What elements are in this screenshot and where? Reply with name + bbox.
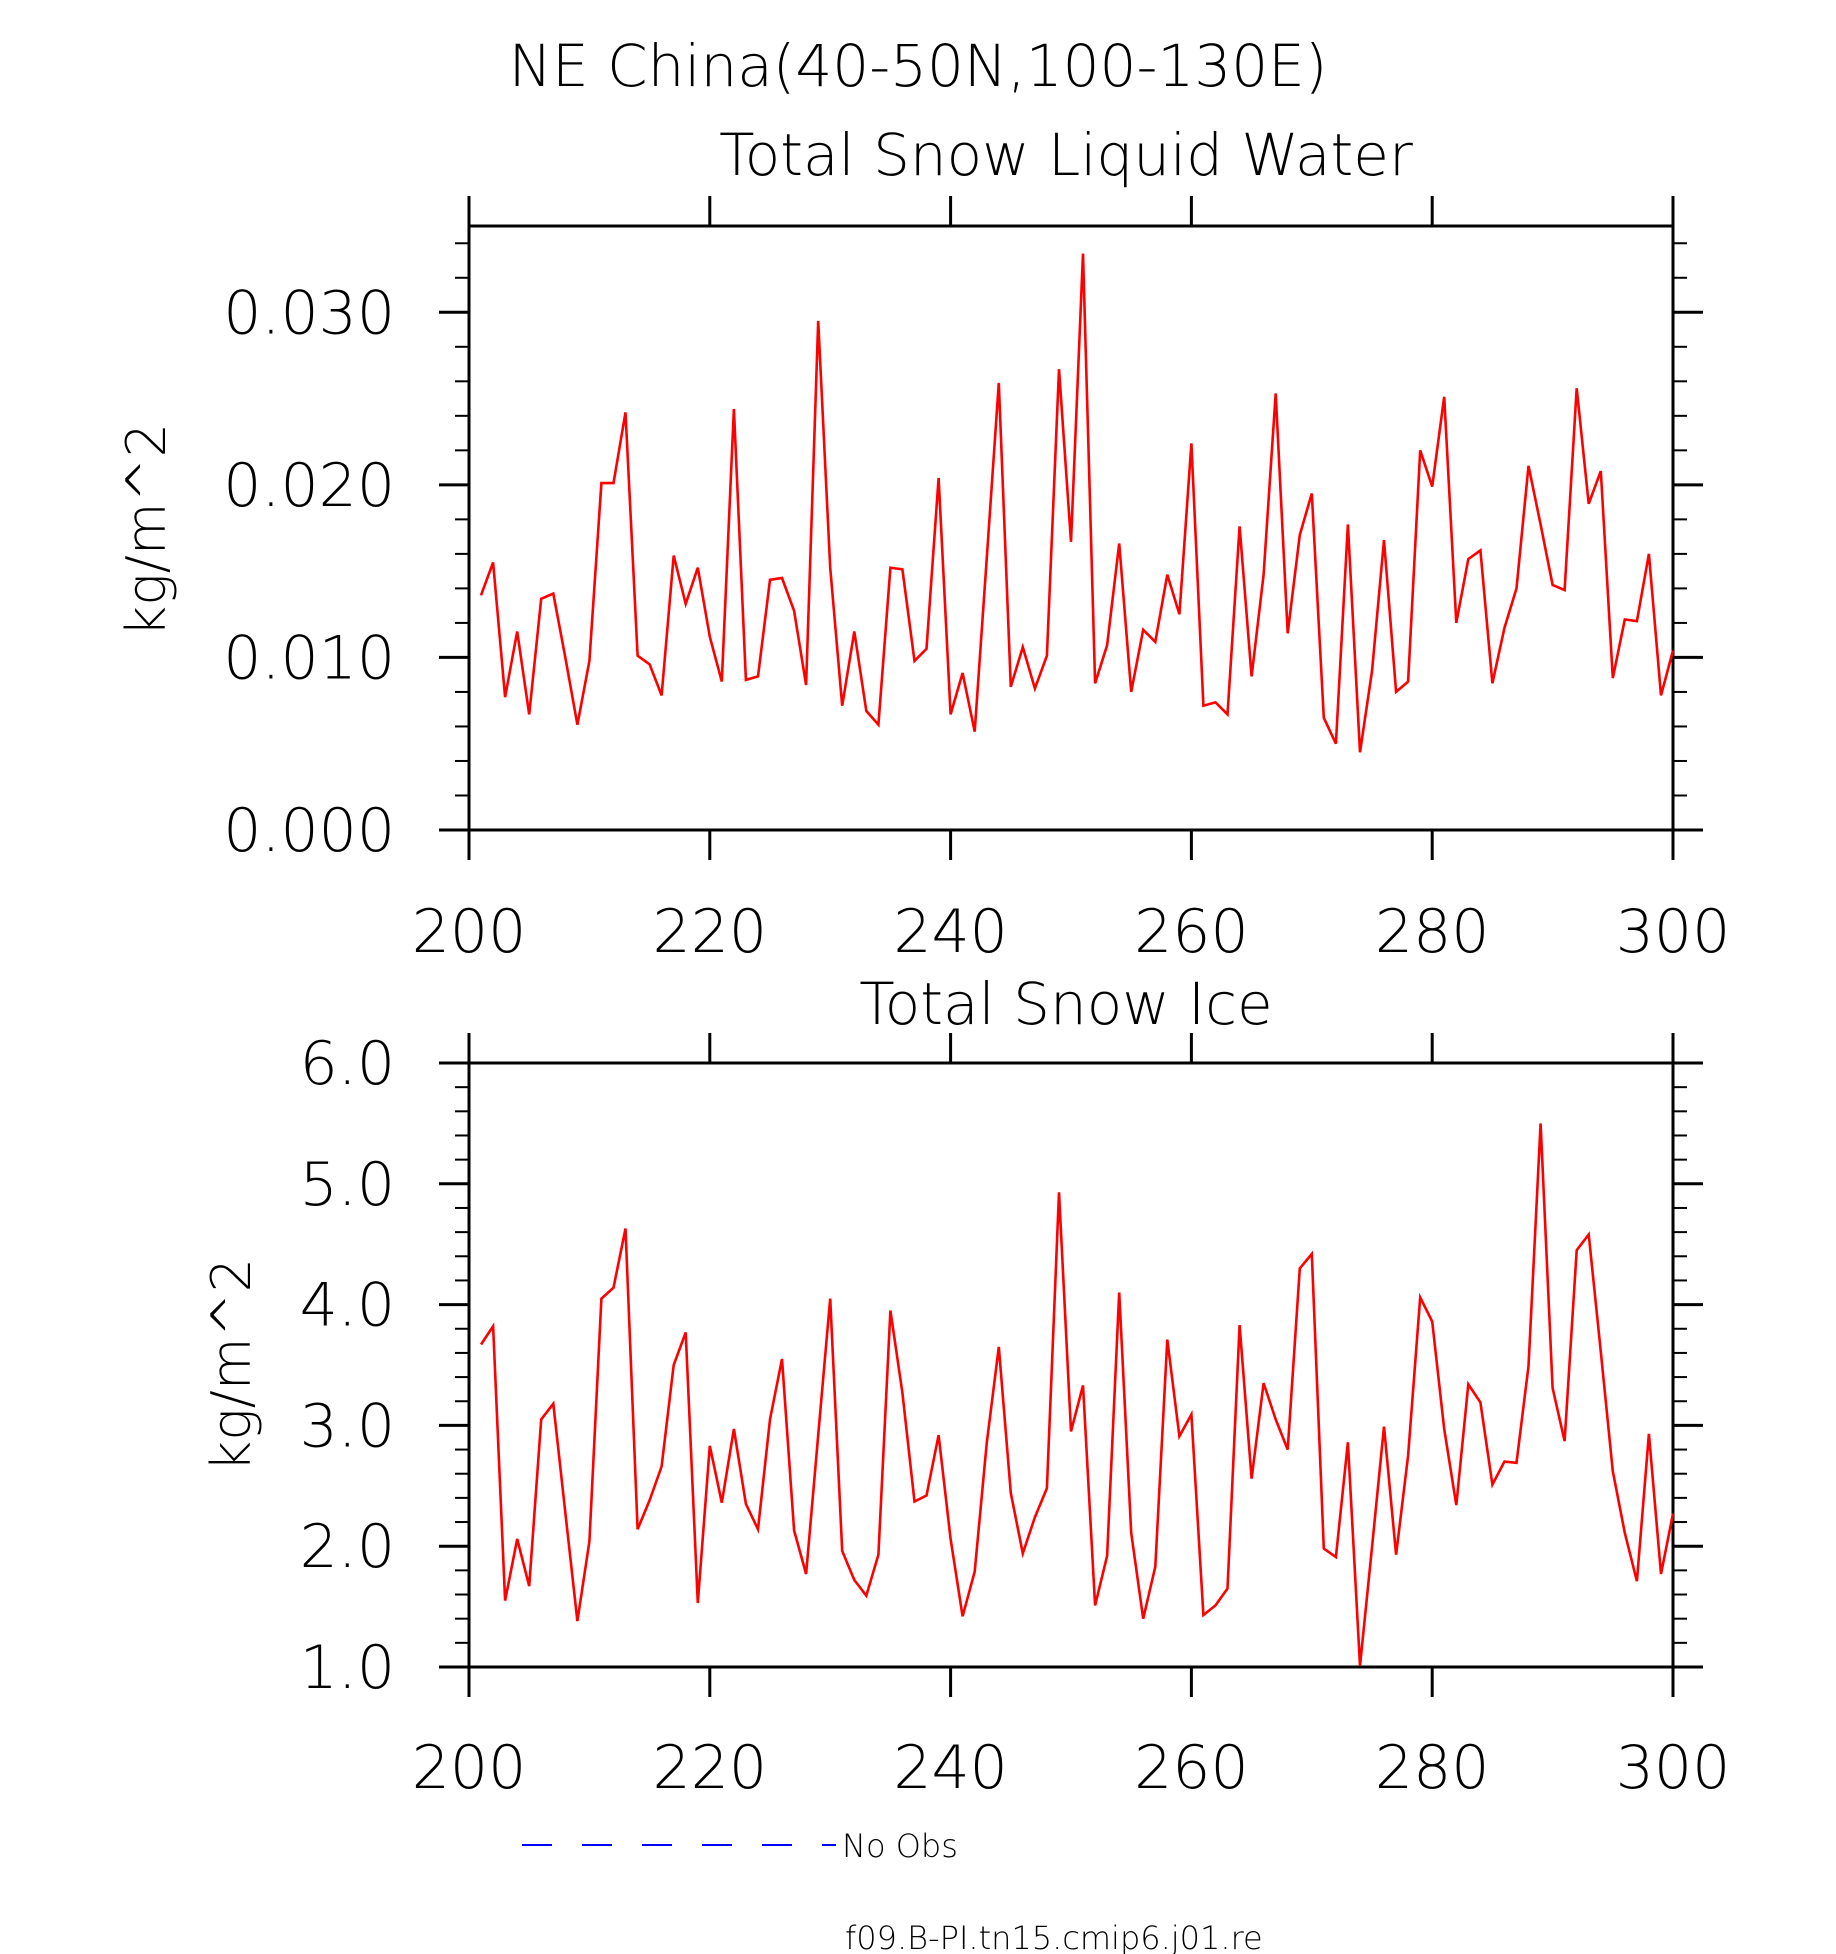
x-tick-label: 220 xyxy=(653,1733,768,1803)
plot-frame xyxy=(467,224,1675,832)
x-tick-label: 240 xyxy=(893,897,1008,967)
legend-label-model: f09.B-PI.tn15.cmip6.j01.re xyxy=(845,1919,1263,1954)
x-tick-label: 220 xyxy=(653,897,768,967)
y-tick-label: 0.020 xyxy=(223,451,395,521)
y-tick-label: 0.000 xyxy=(223,796,395,866)
x-tick-label: 200 xyxy=(412,897,527,967)
y-tick-label: 5.0 xyxy=(300,1150,395,1220)
x-tick-label: 300 xyxy=(1616,897,1731,967)
plot-frame xyxy=(467,1061,1675,1669)
series-line xyxy=(479,1123,1675,1666)
y-tick-label: 1.0 xyxy=(300,1633,395,1703)
panel-title: Total Snow Ice xyxy=(859,970,1273,1038)
panel-snow-ice: Total Snow Ice kg/m^2 200 220 240 260 280 300… xyxy=(200,970,1730,1803)
y-tick-label: 3.0 xyxy=(300,1391,395,1461)
y-tick-label: 0.030 xyxy=(223,278,395,348)
x-tick-label: 240 xyxy=(893,1733,1008,1803)
x-tick-label: 280 xyxy=(1375,1733,1490,1803)
figure-suptitle: NE China(40-50N,100-130E) xyxy=(509,32,1328,100)
panel-title: Total Snow Liquid Water xyxy=(719,121,1413,189)
y-tick-label: 0.010 xyxy=(223,623,395,693)
series-line xyxy=(479,253,1675,753)
legend: No Obs f09.B-PI.tn15.cmip6.j01.re xyxy=(522,1827,1263,1954)
x-tick-label: 300 xyxy=(1616,1733,1731,1803)
legend-label-no-obs: No Obs xyxy=(842,1827,958,1865)
y-axis-label: kg/m^2 xyxy=(200,1258,263,1472)
x-tick-label: 260 xyxy=(1134,1733,1249,1803)
y-tick-label: 2.0 xyxy=(300,1512,395,1582)
y-tick-label: 6.0 xyxy=(300,1029,395,1099)
x-tick-label: 280 xyxy=(1375,897,1490,967)
panel-snow-liquid-water: Total Snow Liquid Water kg/m^2 200 220 240… xyxy=(115,121,1730,967)
y-tick-label: 4.0 xyxy=(300,1271,395,1341)
x-tick-label: 260 xyxy=(1134,897,1249,967)
y-axis-label: kg/m^2 xyxy=(115,423,178,637)
x-tick-label: 200 xyxy=(412,1733,527,1803)
